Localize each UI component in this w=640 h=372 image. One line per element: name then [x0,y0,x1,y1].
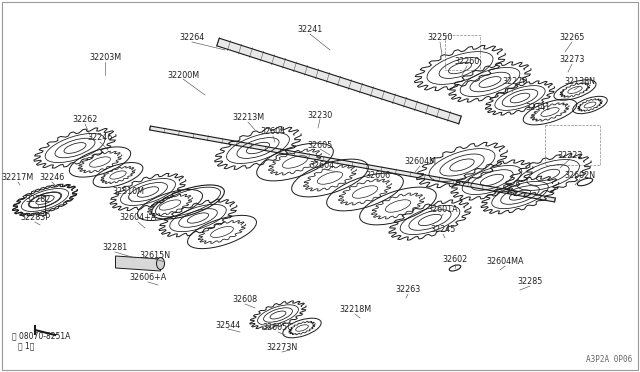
Text: 32602: 32602 [442,256,468,264]
Text: A3P2A 0P06: A3P2A 0P06 [586,355,632,364]
Text: 32615N: 32615N [140,250,171,260]
Text: 32605C: 32605C [262,324,293,333]
Text: 〈 1〉: 〈 1〉 [18,341,35,350]
Text: 32270: 32270 [502,77,528,87]
Text: 32273N: 32273N [266,343,298,353]
Text: 32604: 32604 [260,128,285,137]
Text: 32246: 32246 [40,173,65,183]
Text: 32604: 32604 [309,160,335,170]
Text: 32200M: 32200M [167,71,199,80]
Text: 32285: 32285 [517,278,543,286]
Text: 32250: 32250 [428,33,452,42]
Text: 32604M: 32604M [404,157,436,167]
Text: 32260: 32260 [454,58,479,67]
Polygon shape [217,38,461,124]
Text: 32273: 32273 [559,55,585,64]
Ellipse shape [157,257,164,269]
Text: 32245: 32245 [430,225,456,234]
Text: 32281: 32281 [102,244,127,253]
Polygon shape [115,256,161,271]
Text: Ⓑ 08070-8251A: Ⓑ 08070-8251A [12,331,70,340]
Text: 32606+A: 32606+A [129,273,166,282]
Polygon shape [150,126,556,202]
Text: 32606: 32606 [365,170,390,180]
Text: 32604+A: 32604+A [120,214,157,222]
Text: 32264: 32264 [179,33,205,42]
Text: 32604MA: 32604MA [486,257,524,266]
Text: 32283P: 32283P [20,214,50,222]
Text: 32310M: 32310M [112,187,144,196]
Text: 32241: 32241 [298,26,323,35]
Text: 32203M: 32203M [89,54,121,62]
Text: 32602N: 32602N [564,170,596,180]
Text: 32222: 32222 [557,151,583,160]
Text: 32265: 32265 [559,33,585,42]
Text: 32213M: 32213M [232,113,264,122]
Text: 32608: 32608 [232,295,257,305]
Text: 32218M: 32218M [339,305,371,314]
Text: 32263: 32263 [396,285,420,295]
Text: 32217M: 32217M [2,173,34,183]
Text: 32246: 32246 [88,134,113,142]
Text: 32601A: 32601A [428,205,458,215]
Text: 32282: 32282 [26,196,51,205]
Text: 32262: 32262 [72,115,98,125]
Text: 32138N: 32138N [564,77,595,87]
Text: 32605: 32605 [307,141,333,150]
Text: 32230: 32230 [307,110,333,119]
Text: 32341: 32341 [525,103,550,112]
Text: 32544: 32544 [216,321,241,330]
